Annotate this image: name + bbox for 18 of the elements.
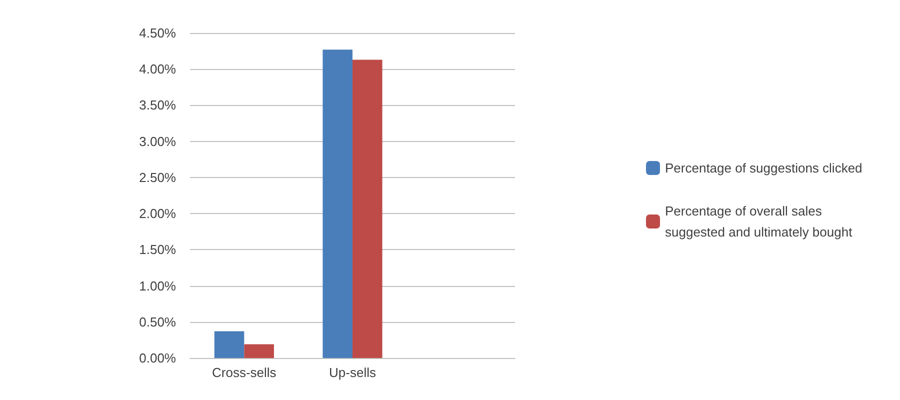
- x-tick-label: Cross-sells: [212, 365, 277, 380]
- bar: [244, 344, 274, 358]
- legend-label: Percentage of suggestions clicked: [665, 160, 862, 176]
- y-tick-label: 0.00%: [139, 350, 176, 366]
- y-tick-label: 3.00%: [139, 134, 176, 149]
- bar: [322, 50, 352, 358]
- bar: [352, 60, 382, 358]
- y-tick-label: 4.00%: [139, 62, 176, 77]
- y-tick-label: 3.50%: [139, 98, 176, 113]
- y-tick-label: 1.50%: [139, 242, 176, 258]
- y-tick-label: 1.00%: [139, 278, 176, 294]
- y-tick-label: 2.00%: [139, 206, 176, 222]
- x-tick-label: Up-sells: [329, 365, 376, 380]
- legend-label: Percentage of overall sales suggested and ultimately bought: [665, 204, 853, 240]
- y-tick-label: 2.50%: [139, 170, 176, 185]
- bar: [214, 331, 244, 358]
- y-tick-label: 4.50%: [139, 26, 176, 40]
- y-tick-label: 0.50%: [139, 314, 176, 330]
